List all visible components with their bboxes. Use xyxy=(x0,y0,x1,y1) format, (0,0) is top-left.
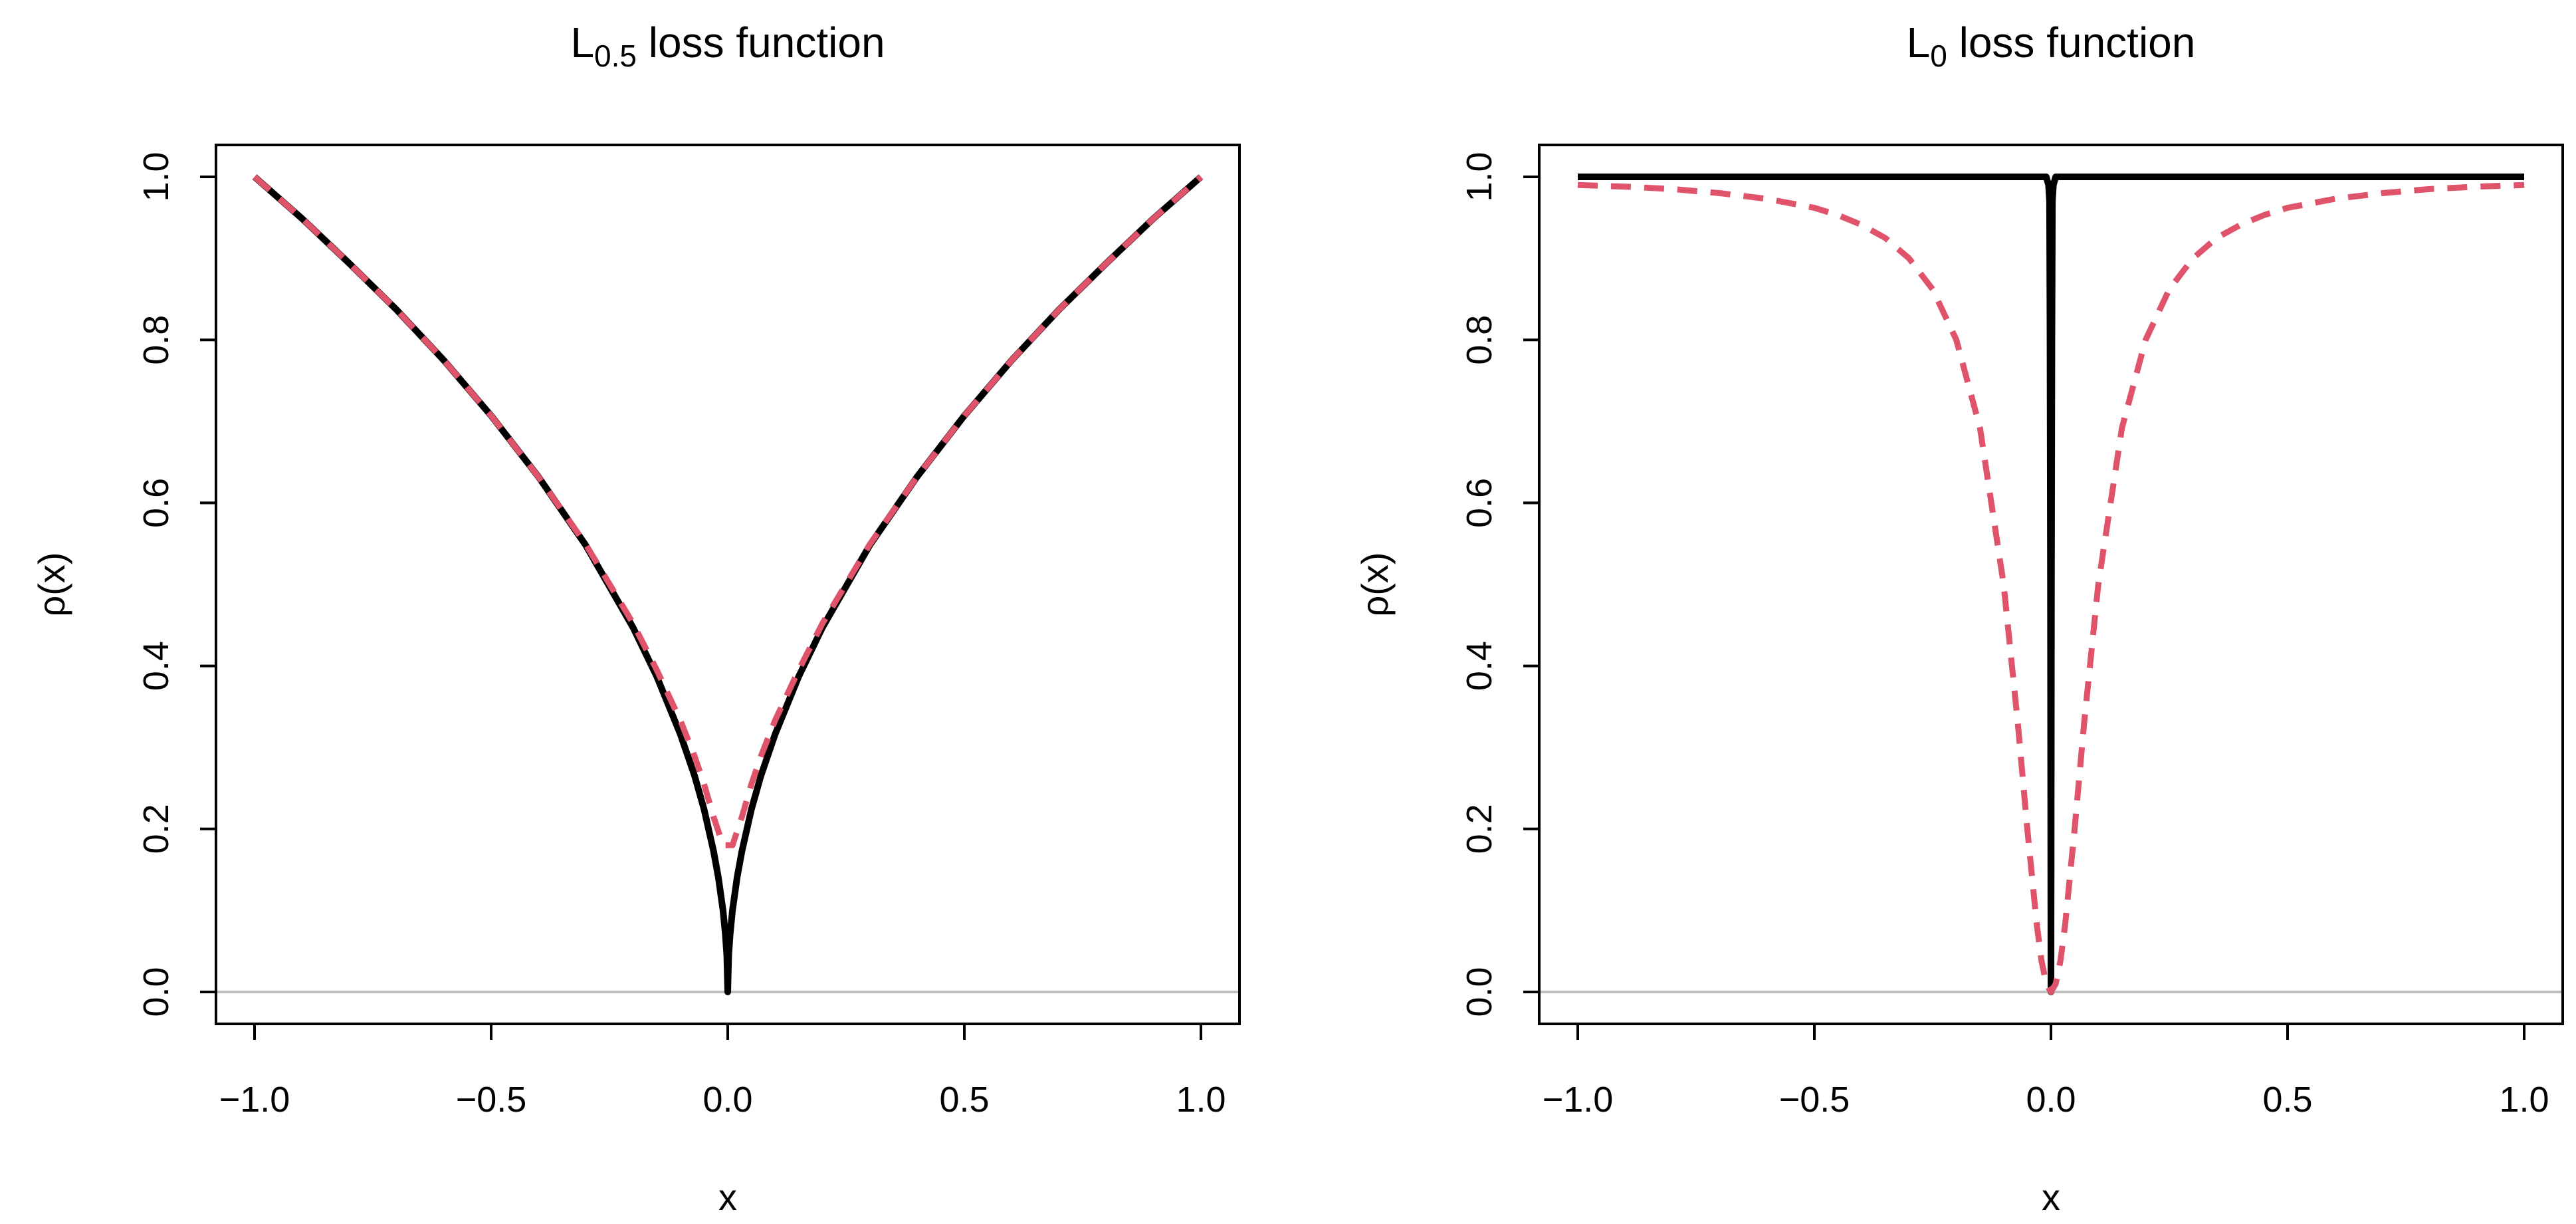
x-tick-label: −1.0 xyxy=(219,1080,290,1120)
x-tick-label: 0.5 xyxy=(2262,1080,2312,1120)
y-tick-label: 0.2 xyxy=(1459,804,1499,854)
y-tick-label: 0.8 xyxy=(1459,315,1499,365)
x-tick-label: −1.0 xyxy=(1543,1080,1614,1120)
y-tick-label: 0.4 xyxy=(136,641,176,691)
x-axis-label: x xyxy=(718,1176,737,1218)
y-tick-label: 0.6 xyxy=(136,478,176,528)
y-tick-label: 0.6 xyxy=(1459,478,1499,528)
y-tick-label: 1.0 xyxy=(1459,152,1499,201)
panel-l05-loss: −1.0 −0.5 0.0 0.5 1.0 0.0 0.2 0.4 0.6 0.8 1.0 x ρ(x)… xyxy=(31,19,1241,1218)
y-tick-label: 0.4 xyxy=(1459,641,1499,691)
x-tick-label: 1.0 xyxy=(1176,1080,1226,1120)
x-tick-label: 0.0 xyxy=(702,1080,752,1120)
panel-l0-loss: −1.0 −0.5 0.0 0.5 1.0 0.0 0.2 0.4 0.6 0.8 1.0 x ρ(x)… xyxy=(1354,19,2564,1218)
chart-title: L0 loss function xyxy=(1907,19,2196,73)
x-tick-label: 0.5 xyxy=(939,1080,989,1120)
series-line-solid xyxy=(252,174,1204,995)
series-line-dashed xyxy=(253,174,1203,848)
series-line-solid xyxy=(1578,174,2524,995)
y-tick-label: 1.0 xyxy=(136,152,176,201)
y-tick-label: 0.0 xyxy=(1459,967,1499,1017)
chart-title: L0.5 loss function xyxy=(570,19,885,73)
y-axis-label: ρ(x) xyxy=(1354,552,1396,616)
y-tick-label: 0.0 xyxy=(136,967,176,1017)
x-tick-label: −0.5 xyxy=(1779,1080,1850,1120)
x-tick-label: 1.0 xyxy=(2499,1080,2549,1120)
y-axis-label: ρ(x) xyxy=(31,552,72,616)
x-tick-label: −0.5 xyxy=(456,1080,527,1120)
x-axis-label: x xyxy=(2042,1176,2060,1218)
y-tick-label: 0.8 xyxy=(136,315,176,365)
series-line-dashed xyxy=(1577,182,2525,995)
x-tick-label: 0.0 xyxy=(2026,1080,2076,1120)
plot-frame xyxy=(215,144,1241,1025)
y-tick-label: 0.2 xyxy=(136,804,176,854)
